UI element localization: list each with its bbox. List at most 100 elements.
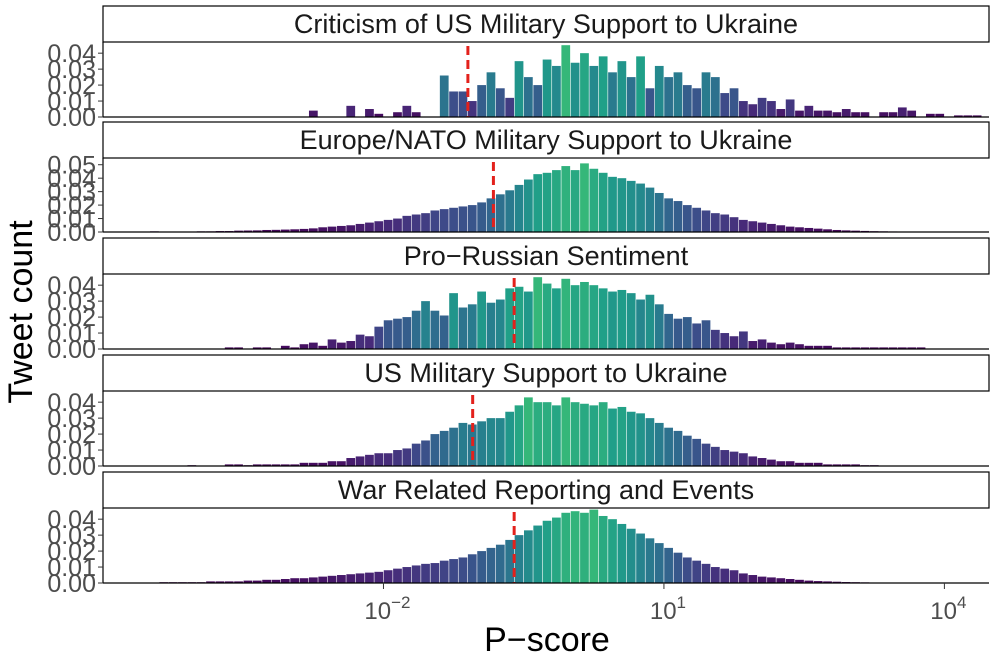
histogram-bar — [823, 345, 832, 349]
facet-strip — [102, 5, 990, 43]
histogram-bar — [299, 344, 309, 349]
histogram-bar — [486, 198, 496, 232]
histogram-bar — [234, 581, 243, 583]
histogram-bar — [841, 230, 851, 232]
histogram-bar — [393, 450, 402, 466]
histogram-bar — [215, 581, 225, 583]
histogram-bar — [636, 299, 645, 349]
histogram-bar — [477, 85, 487, 117]
histogram-bar — [608, 72, 617, 117]
histogram-bar — [720, 450, 730, 466]
histogram-bar — [851, 464, 860, 466]
histogram-bar — [542, 59, 552, 117]
histogram-bar — [402, 215, 412, 232]
histogram-bar — [710, 446, 720, 466]
y-tick-label: 0.04 — [47, 506, 96, 534]
histogram-bar — [795, 227, 804, 232]
histogram-bar — [692, 560, 702, 583]
histogram-bar — [692, 323, 702, 349]
histogram-bar — [561, 166, 571, 232]
histogram-bar — [813, 581, 823, 583]
histogram-bar — [561, 397, 571, 466]
histogram-bar — [243, 580, 253, 583]
histogram-bar — [664, 77, 673, 117]
histogram-bar — [888, 347, 898, 349]
y-tick-label: 0.00 — [47, 104, 96, 132]
histogram-bar — [589, 168, 599, 232]
histogram-bar — [346, 341, 356, 349]
histogram-bar — [383, 570, 393, 583]
histogram-bar — [851, 347, 860, 349]
histogram-bar — [785, 99, 795, 117]
histogram-bar — [299, 462, 309, 466]
histogram-bar — [552, 405, 561, 466]
histogram-bar — [271, 229, 281, 232]
x-axis-title: P−score — [484, 621, 610, 659]
y-tick-label: 0.00 — [47, 336, 96, 364]
histogram-bar — [739, 101, 748, 117]
histogram-bar — [636, 56, 645, 117]
histogram-bar — [617, 178, 627, 232]
histogram-bar — [458, 91, 468, 117]
histogram-bar — [879, 112, 889, 117]
histogram-bar — [841, 347, 851, 349]
histogram-bar — [327, 461, 337, 466]
histogram-bar — [458, 206, 468, 232]
histogram-bar — [252, 347, 262, 349]
histogram-bar — [327, 226, 337, 232]
histogram-bar — [748, 221, 758, 232]
histogram-bar — [337, 342, 346, 349]
histogram-bar — [486, 547, 496, 583]
histogram-bar — [533, 277, 543, 349]
histogram-bar — [739, 453, 748, 466]
histogram-bar — [458, 307, 468, 349]
histogram-bar — [206, 581, 215, 583]
histogram-bar — [710, 329, 720, 349]
histogram-bar — [580, 53, 589, 117]
histogram-bar — [823, 464, 832, 466]
histogram-bar — [449, 207, 458, 232]
histogram-bar — [552, 517, 561, 583]
histogram-bar — [495, 88, 505, 117]
histogram-bar — [542, 520, 552, 583]
facet-panel: Europe/NATO Military Support to Ukraine 0… — [47, 121, 990, 247]
histogram-bar — [514, 61, 524, 117]
histogram-bar — [757, 576, 767, 583]
histogram-bar — [505, 539, 515, 583]
histogram-bar — [224, 347, 234, 349]
histogram-bar — [748, 104, 758, 117]
histogram-bar — [645, 88, 655, 117]
histogram-bar — [411, 112, 421, 117]
histogram-bar — [327, 575, 337, 583]
histogram-bar — [664, 427, 673, 466]
histogram-bar — [383, 453, 393, 466]
histogram-bar — [795, 110, 804, 117]
histogram-bar — [869, 347, 879, 349]
histogram-bar — [626, 528, 636, 583]
histogram-bar — [337, 575, 346, 583]
histogram-bar — [608, 291, 617, 349]
histogram-bar — [355, 223, 365, 232]
histogram-bar — [804, 105, 814, 117]
histogram-bar — [308, 577, 318, 583]
histogram-bar — [346, 458, 356, 466]
histogram-bar — [626, 293, 636, 349]
histogram-bar — [645, 187, 655, 232]
histogram-bar — [729, 336, 739, 349]
histogram-bar — [449, 427, 458, 466]
histogram-bar — [823, 229, 832, 232]
histogram-bar — [355, 573, 365, 583]
facet-strip — [102, 121, 990, 159]
y-tick-label: 0.00 — [47, 570, 96, 598]
histogram-bar — [673, 318, 683, 349]
histogram-bar — [308, 228, 318, 232]
histogram-bar — [813, 462, 823, 466]
histogram-bar — [617, 523, 627, 583]
histogram-bar — [570, 402, 580, 466]
facet-strip — [102, 471, 990, 509]
facet-title: Pro−Russian Sentiment — [404, 241, 689, 271]
y-tick-label: 0.03 — [47, 288, 96, 316]
histogram-bar — [523, 530, 533, 583]
histogram-bar — [739, 219, 748, 232]
